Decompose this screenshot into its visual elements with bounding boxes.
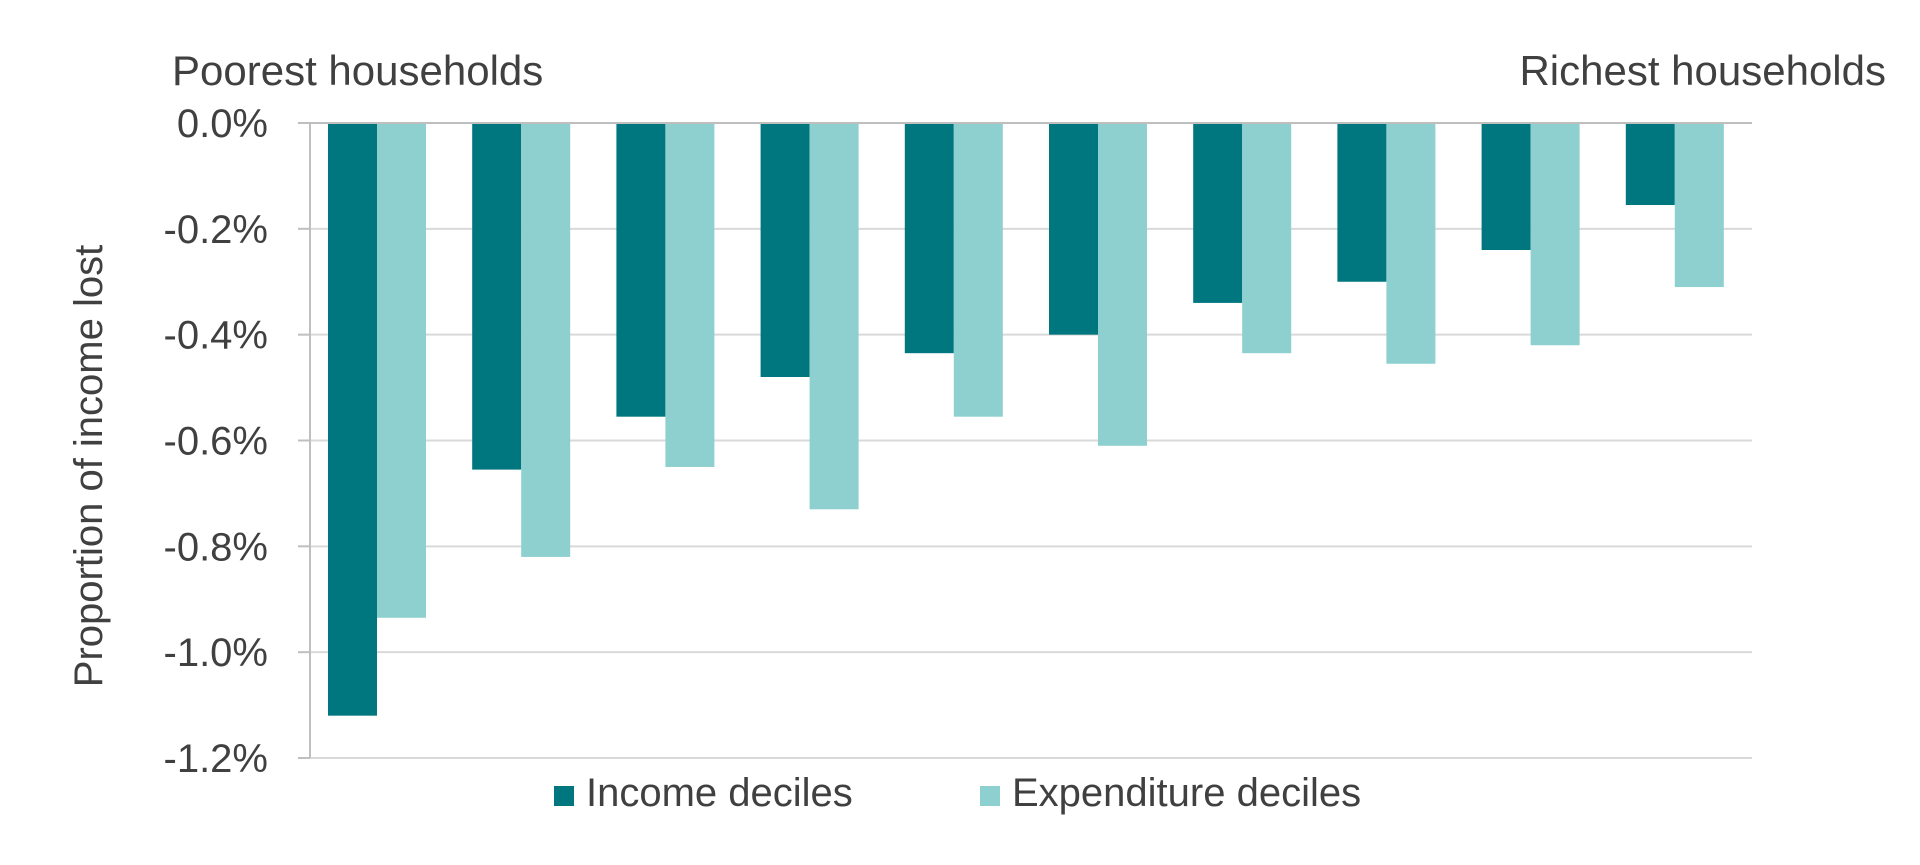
- bars: [328, 123, 1724, 716]
- bar-expenditure-decile-9: [1530, 123, 1580, 346]
- y-tick-label: -1.0%: [164, 631, 269, 675]
- bar-income-decile-2: [472, 123, 522, 470]
- bar-expenditure-decile-1: [377, 123, 426, 618]
- bar-income-decile-3: [616, 123, 666, 417]
- bar-expenditure-decile-4: [809, 123, 859, 510]
- bar-expenditure-decile-10: [1674, 123, 1724, 288]
- bar-income-decile-1: [328, 123, 377, 716]
- y-tick-label: -0.8%: [164, 525, 269, 569]
- legend-swatch-expenditure: [980, 786, 1000, 806]
- y-tick-label: -0.6%: [164, 420, 269, 464]
- legend-label-income: Income deciles: [586, 771, 853, 815]
- bar-expenditure-decile-8: [1386, 123, 1436, 364]
- bar-income-decile-5: [904, 123, 954, 354]
- annotation-richest: Richest households: [1519, 47, 1886, 94]
- bar-expenditure-decile-7: [1242, 123, 1292, 354]
- bar-expenditure-decile-5: [953, 123, 1003, 417]
- bar-income-decile-4: [760, 123, 810, 377]
- annotation-poorest: Poorest households: [172, 47, 543, 94]
- legend-swatch-income: [554, 786, 574, 806]
- y-tick-label: -1.2%: [164, 737, 269, 781]
- bar-expenditure-decile-6: [1098, 123, 1147, 446]
- bar-income-decile-9: [1481, 123, 1531, 250]
- y-axis-title: Proportion of income lost: [67, 245, 111, 687]
- bar-income-decile-6: [1049, 123, 1098, 335]
- bar-income-decile-7: [1193, 123, 1243, 303]
- y-tick-label: -0.2%: [164, 208, 269, 252]
- bar-expenditure-decile-2: [521, 123, 571, 557]
- y-tick-label: 0.0%: [177, 102, 268, 146]
- bar-expenditure-decile-3: [665, 123, 715, 467]
- y-tick-label: -0.4%: [164, 314, 269, 358]
- legend: Income deciles Expenditure deciles: [554, 771, 1361, 815]
- legend-label-expenditure: Expenditure deciles: [1012, 771, 1361, 815]
- bar-income-decile-8: [1337, 123, 1387, 282]
- bar-income-decile-10: [1625, 123, 1675, 206]
- axes: 0.0% -0.2% -0.4% -0.6% -0.8% -1.0% -1.2%: [164, 102, 1752, 781]
